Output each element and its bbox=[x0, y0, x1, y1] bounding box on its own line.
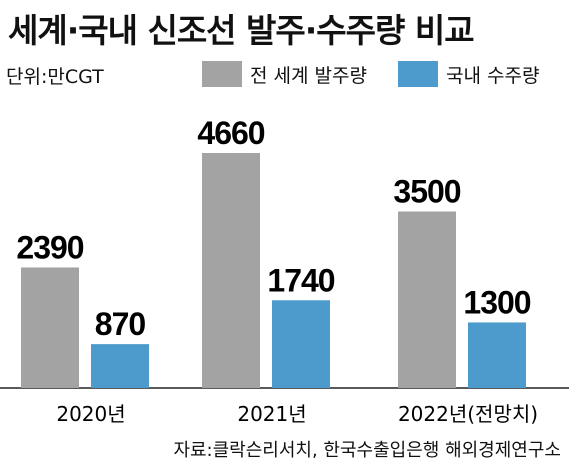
legend-label-domestic: 국내 수주량 bbox=[446, 64, 540, 87]
value-label-domestic-2: 1300 bbox=[463, 284, 530, 320]
legend-label-world: 전 세계 발주량 bbox=[250, 64, 367, 87]
x-tick-label-0: 2020년 bbox=[56, 402, 125, 426]
legend-item-world: 전 세계 발주량 bbox=[202, 60, 367, 88]
legend-swatch-world bbox=[202, 61, 242, 87]
bar-domestic-1 bbox=[272, 300, 330, 388]
source-note: 자료:클락슨리서치, 한국수출입은행 해외경제연구소 bbox=[173, 440, 561, 461]
bar-world-1 bbox=[202, 153, 260, 388]
unit-label: 단위:만CGT bbox=[6, 66, 104, 88]
x-tick-label-1: 2021년 bbox=[237, 402, 306, 426]
bar-world-0 bbox=[21, 267, 79, 388]
bar-world-2 bbox=[398, 211, 456, 388]
value-label-domestic-0: 870 bbox=[95, 306, 146, 342]
chart-title: 세계·국내 신조선 발주·수주량 비교 bbox=[8, 11, 475, 50]
value-label-world-2: 3500 bbox=[393, 173, 460, 209]
bar-domestic-2 bbox=[468, 322, 526, 388]
legend-swatch-domestic bbox=[398, 61, 438, 87]
bar-domestic-0 bbox=[91, 344, 149, 388]
x-tick-label-2: 2022년(전망치) bbox=[398, 402, 538, 426]
value-label-world-1: 4660 bbox=[197, 115, 264, 151]
value-label-world-0: 2390 bbox=[16, 229, 83, 265]
legend-item-domestic: 국내 수주량 bbox=[398, 60, 539, 88]
value-label-domestic-1: 1740 bbox=[267, 262, 334, 298]
